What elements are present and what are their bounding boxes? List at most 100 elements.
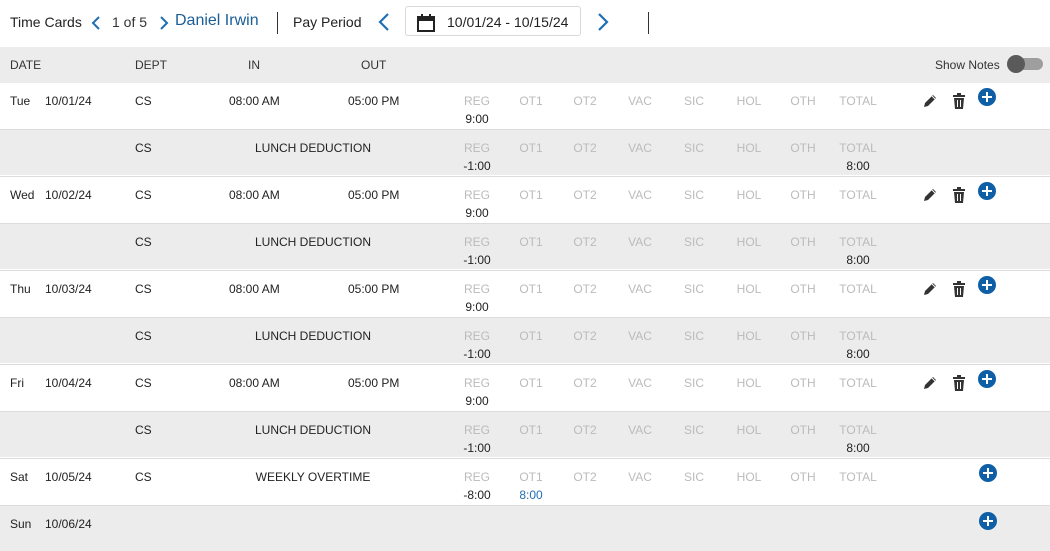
- hours-label-reg: REG: [463, 470, 491, 484]
- hours-value-total: 8:00: [846, 441, 870, 455]
- add-icon[interactable]: [978, 370, 996, 388]
- hours-label-vac: VAC: [628, 141, 652, 155]
- hours-label-ot2: OT2: [573, 188, 597, 202]
- time-in-cell[interactable]: 08:00 AM: [229, 282, 280, 296]
- table-row: CS LUNCH DEDUCTION REG -1:00 OT1 OT2 VAC SIC HOL…: [0, 317, 1050, 363]
- hours-label-total: TOTAL: [839, 470, 877, 484]
- hours-label-total: TOTAL: [839, 423, 877, 437]
- hours-label-hol: HOL: [736, 282, 762, 296]
- hours-label-ot2: OT2: [573, 423, 597, 437]
- hours-label-reg: REG: [463, 423, 491, 437]
- edit-icon[interactable]: [922, 375, 938, 396]
- hours-label-oth: OTH: [790, 470, 816, 484]
- hours-value-reg: -1:00: [463, 441, 491, 455]
- dept-cell: CS: [135, 282, 152, 296]
- edit-icon[interactable]: [922, 93, 938, 114]
- hours-label-ot1: OT1: [519, 423, 543, 437]
- hours-value-reg: -8:00: [463, 488, 491, 502]
- hours-label-sic: SIC: [683, 423, 705, 437]
- prev-period-chevron-icon[interactable]: [378, 13, 390, 31]
- time-in-cell[interactable]: 08:00 AM: [229, 376, 280, 390]
- page-counter: 1 of 5: [112, 14, 148, 30]
- hours-value-reg: 9:00: [465, 206, 489, 220]
- hours-label-total: TOTAL: [839, 94, 877, 108]
- day-cell: Tue: [10, 94, 31, 108]
- hours-label-oth: OTH: [790, 423, 816, 437]
- add-icon[interactable]: [979, 464, 997, 482]
- add-icon[interactable]: [978, 182, 996, 200]
- hours-label-ot1: OT1: [519, 282, 543, 296]
- hours-label-oth: OTH: [790, 282, 816, 296]
- day-cell: Sat: [10, 470, 29, 484]
- hours-label-sic: SIC: [683, 376, 705, 390]
- date-range-picker[interactable]: 10/01/24 - 10/15/24: [405, 6, 581, 36]
- hours-label-ot2: OT2: [573, 141, 597, 155]
- delete-icon[interactable]: [951, 187, 967, 208]
- hours-label-vac: VAC: [628, 235, 652, 249]
- page-title: Time Cards: [10, 14, 82, 30]
- hours-label-ot2: OT2: [573, 94, 597, 108]
- hours-label-ot1: OT1: [519, 329, 543, 343]
- hours-value-total: 8:00: [846, 347, 870, 361]
- hours-label-total: TOTAL: [839, 188, 877, 202]
- add-icon[interactable]: [978, 88, 996, 106]
- time-out-cell[interactable]: 05:00 PM: [348, 94, 400, 108]
- day-cell: Fri: [10, 376, 24, 390]
- day-cell: Sun: [10, 517, 32, 531]
- toolbar: Time Cards 1 of 5 Daniel Irwin Pay Perio…: [0, 0, 1050, 46]
- pay-period-label: Pay Period: [293, 14, 362, 30]
- add-icon[interactable]: [979, 512, 997, 530]
- chevron-right-icon[interactable]: [159, 16, 169, 30]
- time-out-cell[interactable]: 05:00 PM: [348, 188, 400, 202]
- entry-description: LUNCH DEDUCTION: [254, 235, 372, 249]
- hours-label-sic: SIC: [683, 94, 705, 108]
- employee-name[interactable]: Daniel Irwin: [175, 12, 259, 29]
- hours-label-vac: VAC: [628, 282, 652, 296]
- hours-label-hol: HOL: [736, 376, 762, 390]
- time-out-cell[interactable]: 05:00 PM: [348, 282, 400, 296]
- next-period-chevron-icon[interactable]: [597, 13, 609, 31]
- table-row: CS LUNCH DEDUCTION REG -1:00 OT1 OT2 VAC SIC HOL…: [0, 411, 1050, 457]
- chevron-left-icon[interactable]: [91, 16, 101, 30]
- hours-value-reg: -1:00: [463, 159, 491, 173]
- toggle-knob: [1007, 55, 1025, 73]
- hours-label-hol: HOL: [736, 423, 762, 437]
- table-row: Tue 10/01/24 CS 08:00 AM 05:00 PM REG 9:00 OT1 O…: [0, 83, 1050, 129]
- dept-cell: CS: [135, 94, 152, 108]
- edit-icon[interactable]: [922, 281, 938, 302]
- hours-value-ot1[interactable]: 8:00: [519, 488, 543, 502]
- dept-cell: CS: [135, 141, 152, 155]
- hours-label-oth: OTH: [790, 329, 816, 343]
- calendar-icon: [417, 14, 435, 32]
- time-in-cell[interactable]: 08:00 AM: [229, 94, 280, 108]
- hours-label-total: TOTAL: [839, 141, 877, 155]
- dept-cell: CS: [135, 423, 152, 437]
- hours-label-oth: OTH: [790, 94, 816, 108]
- hours-label-hol: HOL: [736, 94, 762, 108]
- hours-label-sic: SIC: [683, 188, 705, 202]
- hours-label-oth: OTH: [790, 376, 816, 390]
- time-out-cell[interactable]: 05:00 PM: [348, 376, 400, 390]
- show-notes-toggle[interactable]: [1007, 55, 1043, 73]
- day-cell: Thu: [10, 282, 31, 296]
- dept-cell: CS: [135, 188, 152, 202]
- edit-icon[interactable]: [922, 187, 938, 208]
- time-in-cell[interactable]: 08:00 AM: [229, 188, 280, 202]
- delete-icon[interactable]: [951, 93, 967, 114]
- hours-label-reg: REG: [463, 188, 491, 202]
- add-icon[interactable]: [978, 276, 996, 294]
- entry-description: LUNCH DEDUCTION: [254, 329, 372, 343]
- hours-label-hol: HOL: [736, 470, 762, 484]
- hours-label-ot2: OT2: [573, 376, 597, 390]
- hours-label-vac: VAC: [628, 423, 652, 437]
- table-row: Sat 10/05/24 CS WEEKLY OVERTIME REG -8:00 OT1 8…: [0, 458, 1050, 504]
- hours-label-reg: REG: [463, 376, 491, 390]
- delete-icon[interactable]: [951, 281, 967, 302]
- hours-label-sic: SIC: [683, 282, 705, 296]
- hours-label-ot2: OT2: [573, 282, 597, 296]
- dept-cell: CS: [135, 376, 152, 390]
- column-out: OUT: [361, 58, 387, 72]
- hours-label-reg: REG: [463, 141, 491, 155]
- delete-icon[interactable]: [951, 375, 967, 396]
- date-cell: 10/01/24: [45, 94, 92, 108]
